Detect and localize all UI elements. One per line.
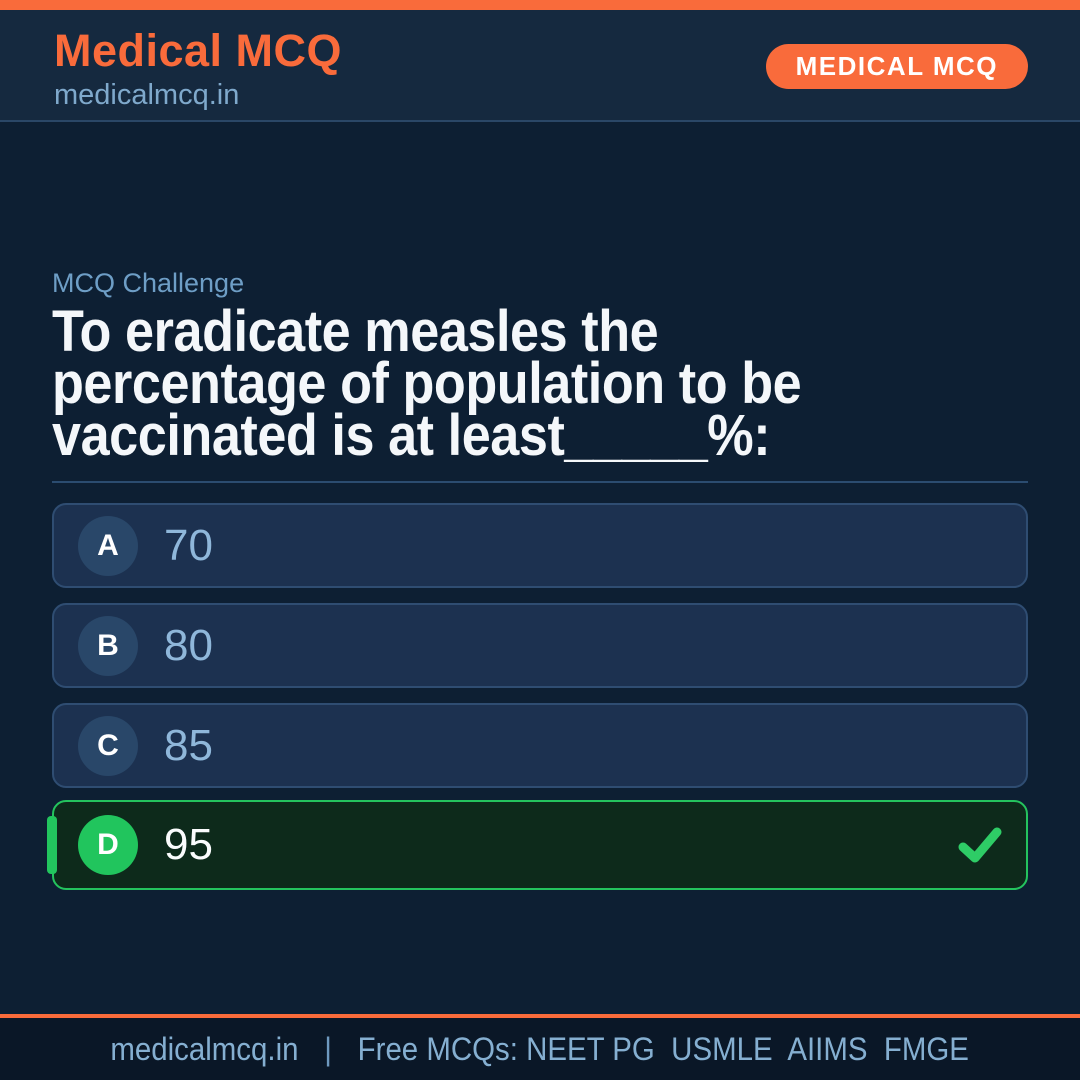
options-list: A 70 B 80 C 85 D 95 [47, 503, 1028, 890]
site-title: Medical MCQ [54, 25, 343, 76]
option-letter-badge: B [78, 615, 138, 676]
question-line: percentage of population to be [52, 351, 802, 416]
option-text: 80 [164, 620, 213, 670]
brand-badge: MEDICAL MCQ [765, 44, 1028, 89]
option-row-c[interactable]: C 85 [52, 703, 1028, 788]
footer-site: medicalmcq.in [110, 1030, 299, 1067]
correct-accent-bar [47, 816, 57, 874]
header: Medical MCQ medicalmcq.in MEDICAL MCQ [0, 10, 1080, 122]
question-line: vaccinated is at least_____%: [52, 403, 771, 468]
option-letter-badge: A [78, 515, 138, 576]
footer-text: medicalmcq.in | Free MCQs: NEET PG USMLE… [111, 1031, 970, 1068]
site-subtitle: medicalmcq.in [54, 79, 240, 111]
footer-tagline: Free MCQs: NEET PG USMLE AIIMS FMGE [358, 1030, 970, 1067]
question-line: To eradicate measles the [52, 299, 659, 364]
question-text: To eradicate measles the percentage of p… [52, 299, 1028, 468]
check-icon [958, 826, 1002, 864]
footer-accent-line [0, 1014, 1080, 1018]
footer: medicalmcq.in | Free MCQs: NEET PG USMLE… [0, 1018, 1080, 1080]
option-text: 95 [164, 820, 213, 869]
footer-separator: | [324, 1030, 333, 1067]
option-text: 70 [164, 520, 213, 570]
option-letter-badge: C [78, 715, 138, 776]
question-divider [52, 481, 1028, 483]
question-section: MCQ Challenge To eradicate measles the p… [0, 122, 1080, 1014]
option-letter-badge: D [78, 815, 138, 875]
option-row-d-correct[interactable]: D 95 [47, 800, 1028, 890]
question-label: MCQ Challenge [52, 268, 245, 298]
top-accent-bar [0, 0, 1080, 10]
option-row-a[interactable]: A 70 [52, 503, 1028, 588]
option-text: 85 [164, 720, 213, 770]
option-row-b[interactable]: B 80 [52, 603, 1028, 688]
